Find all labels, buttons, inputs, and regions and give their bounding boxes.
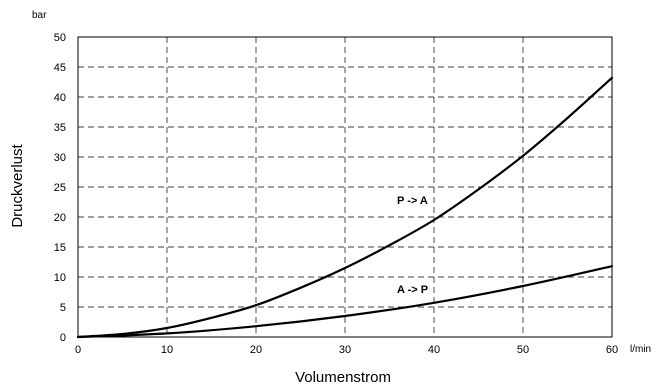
series-line-0 xyxy=(76,76,614,339)
y-tick-label: 40 xyxy=(54,92,66,104)
x-axis-label: Volumenstrom xyxy=(295,369,391,385)
x-tick-label: 20 xyxy=(250,344,262,356)
series-label-p-to-a: P -> A xyxy=(397,195,428,207)
plot-area-frame xyxy=(77,36,613,338)
y-tick-label: 35 xyxy=(54,122,66,134)
x-axis-unit: l/min xyxy=(630,344,651,355)
y-axis-label: Druckverlust xyxy=(9,143,26,227)
x-tick-label: 30 xyxy=(339,344,351,356)
series-label-a-to-p: A -> P xyxy=(397,284,428,296)
x-tick-label: 0 xyxy=(75,344,81,356)
x-tick-label: 50 xyxy=(517,344,529,356)
tick-labels: 0 10 20 30 40 50 60 0 5 10 15 20 25 30 35 40 45 50 xyxy=(54,32,618,356)
y-tick-label: 20 xyxy=(54,212,66,224)
x-tick-label: 40 xyxy=(428,344,440,356)
axes xyxy=(77,36,613,338)
y-tick-label: 45 xyxy=(54,62,66,74)
x-tick-label: 10 xyxy=(161,344,173,356)
y-tick-label: 0 xyxy=(60,332,66,344)
y-tick-label: 10 xyxy=(54,272,66,284)
y-tick-label: 15 xyxy=(54,242,66,254)
series xyxy=(76,76,614,339)
grid xyxy=(78,37,612,337)
y-axis-unit: bar xyxy=(32,10,47,21)
y-tick-label: 30 xyxy=(54,152,66,164)
y-tick-label: 5 xyxy=(60,302,66,314)
series-line-1 xyxy=(76,265,614,339)
x-tick-label: 60 xyxy=(606,344,618,356)
y-tick-label: 50 xyxy=(54,32,66,44)
y-tick-label: 25 xyxy=(54,182,66,194)
